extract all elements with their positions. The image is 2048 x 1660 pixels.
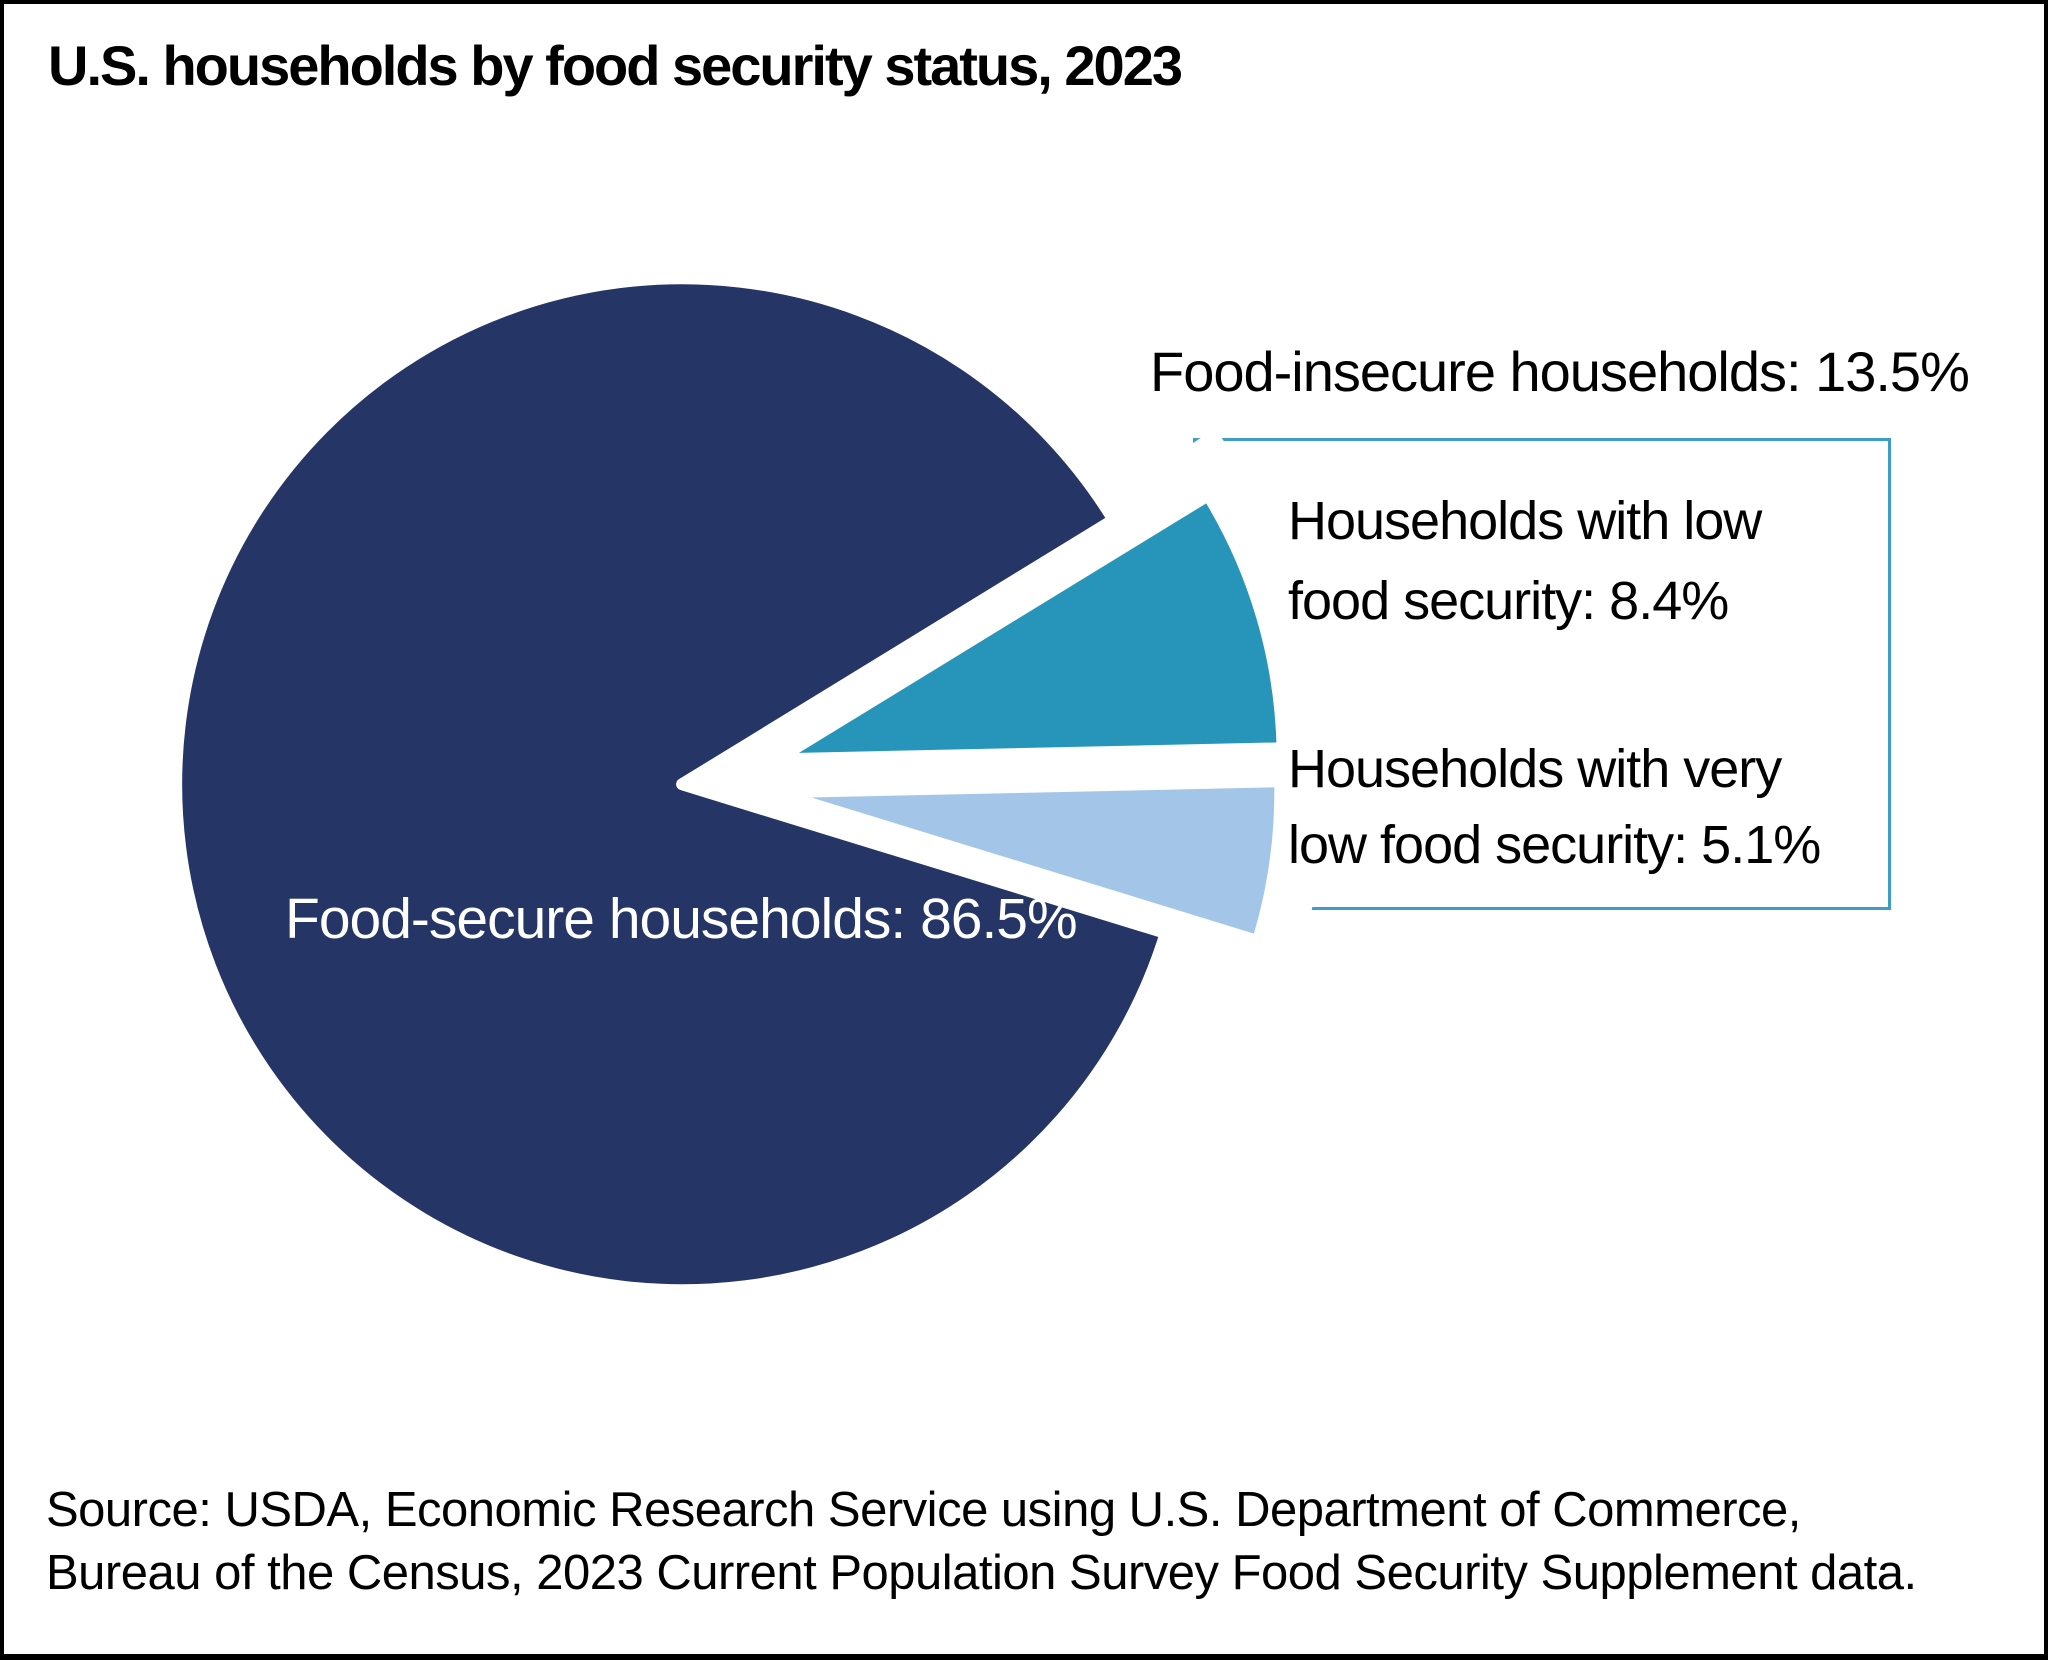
food-insecure-callout-label: Food-insecure households: 13.5%	[1150, 340, 1970, 403]
slice-label-very-low-line2: low food security: 5.1%	[1288, 815, 1821, 875]
source-note-line1: Source: USDA, Economic Research Service …	[46, 1483, 1801, 1537]
slice-label-low-food-security: Households with low food security: 8.4%	[1288, 481, 1762, 641]
slice-label-very-low-food-security: Households with very low food security: …	[1288, 731, 1821, 883]
page-title: U.S. households by food security status,…	[48, 34, 1183, 97]
source-note: Source: USDA, Economic Research Service …	[46, 1479, 1917, 1605]
slice-label-low-line1: Households with low	[1288, 491, 1762, 551]
pie-inner-label-food-secure: Food-secure households: 86.5%	[285, 887, 1078, 951]
slice-label-very-low-line1: Households with very	[1288, 739, 1782, 799]
slice-label-low-line2: food security: 8.4%	[1288, 571, 1729, 631]
source-note-line2: Bureau of the Census, 2023 Current Popul…	[46, 1546, 1917, 1600]
pie-slice-food-secure-households	[170, 272, 1172, 1297]
